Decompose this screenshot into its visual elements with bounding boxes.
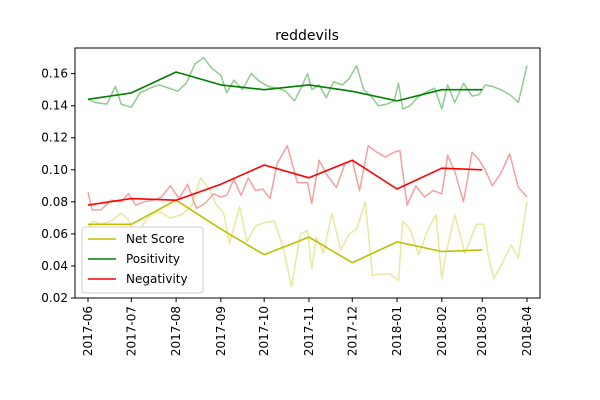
legend-label: Positivity xyxy=(126,252,180,266)
y-tick-label: 0.08 xyxy=(41,195,68,209)
series-line-negativity-monthly xyxy=(87,159,483,206)
x-tick-label: 2017-06 xyxy=(81,306,95,356)
x-tick-label: 2017-12 xyxy=(345,306,359,356)
x-axis: 2017-06 2017-07 2017-08 2017-09 2017-10 2017-… xyxy=(81,298,534,356)
series-line-net-score-monthly xyxy=(88,199,483,264)
x-tick-label: 2017-08 xyxy=(169,306,183,356)
series-line-net-score-raw xyxy=(87,177,528,288)
x-tick-label: 2018-01 xyxy=(390,306,404,356)
plot-area-frame xyxy=(74,47,541,299)
x-tick-label: 2018-03 xyxy=(475,306,489,356)
y-tick-label: 0.10 xyxy=(41,163,68,177)
y-axis: 0.02 0.04 0.06 0.08 0.10 0.12 0.14 0.16 xyxy=(41,67,75,305)
x-tick-label: 2018-02 xyxy=(435,306,449,356)
x-tick-label: 2018-04 xyxy=(520,306,534,356)
y-tick-label: 0.12 xyxy=(41,131,68,145)
legend-box xyxy=(81,226,204,294)
series-line-positivity-raw xyxy=(87,56,528,110)
series-line-positivity-monthly xyxy=(87,71,483,102)
y-tick-label: 0.14 xyxy=(41,99,68,113)
legend-label: Net Score xyxy=(126,232,185,246)
y-tick-label: 0.02 xyxy=(41,291,68,305)
x-tick-label: 2017-11 xyxy=(302,306,316,356)
x-tick-label: 2017-10 xyxy=(257,306,271,356)
chart-title: reddevils xyxy=(275,28,339,44)
y-tick-label: 0.16 xyxy=(41,67,68,81)
legend-label: Negativity xyxy=(126,272,188,286)
x-tick-label: 2017-09 xyxy=(214,306,228,356)
x-tick-label: 2017-07 xyxy=(124,306,138,356)
y-tick-label: 0.06 xyxy=(41,227,68,241)
monthly-series-layer xyxy=(87,71,483,264)
y-tick-label: 0.04 xyxy=(41,259,68,273)
legend: Net Score Positivity Negativity xyxy=(81,226,204,294)
